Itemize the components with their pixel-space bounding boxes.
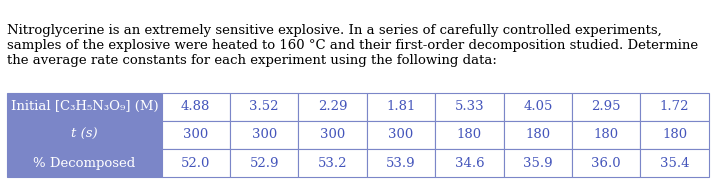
Text: 52.9: 52.9 [249, 157, 279, 170]
Bar [435, 93, 503, 121]
Text: 2.29: 2.29 [318, 100, 347, 113]
Bar [640, 149, 709, 177]
Text: 1.72: 1.72 [660, 100, 690, 113]
Text: 2.95: 2.95 [591, 100, 621, 113]
Bar [503, 93, 572, 121]
Text: 180: 180 [526, 128, 551, 141]
Text: 4.88: 4.88 [181, 100, 211, 113]
Bar [7, 93, 162, 121]
Text: 180: 180 [457, 128, 482, 141]
Bar [162, 149, 230, 177]
Bar [572, 93, 640, 121]
Text: 3.52: 3.52 [249, 100, 279, 113]
Text: 1.81: 1.81 [387, 100, 416, 113]
Bar [299, 93, 367, 121]
Text: 53.9: 53.9 [386, 157, 416, 170]
Bar [435, 149, 503, 177]
Bar [572, 149, 640, 177]
Text: 35.9: 35.9 [523, 157, 553, 170]
Bar [503, 149, 572, 177]
Text: 300: 300 [320, 128, 345, 141]
Text: 5.33: 5.33 [455, 100, 484, 113]
Bar [162, 93, 230, 121]
Text: 180: 180 [594, 128, 619, 141]
Text: 53.2: 53.2 [318, 157, 347, 170]
Text: 300: 300 [388, 128, 414, 141]
Text: t (s): t (s) [71, 128, 97, 141]
Text: Nitroglycerine is an extremely sensitive explosive. In a series of carefully con: Nitroglycerine is an extremely sensitive… [7, 24, 698, 67]
Bar [7, 149, 162, 177]
Bar [503, 121, 572, 149]
Bar [640, 121, 709, 149]
Bar [435, 121, 503, 149]
Text: 180: 180 [662, 128, 687, 141]
Bar [367, 121, 435, 149]
Bar [572, 121, 640, 149]
Bar [367, 149, 435, 177]
Text: 4.05: 4.05 [523, 100, 553, 113]
Text: Initial [C₃H₅N₃O₉] (M): Initial [C₃H₅N₃O₉] (M) [11, 100, 158, 113]
Bar [640, 93, 709, 121]
Bar [299, 149, 367, 177]
Text: 300: 300 [251, 128, 277, 141]
Bar [7, 121, 162, 149]
Bar [230, 149, 299, 177]
Text: 300: 300 [183, 128, 208, 141]
Text: % Decomposed: % Decomposed [33, 157, 135, 170]
Text: 35.4: 35.4 [660, 157, 690, 170]
Bar [230, 121, 299, 149]
Bar [367, 93, 435, 121]
Bar [162, 121, 230, 149]
Bar [230, 93, 299, 121]
Bar [299, 121, 367, 149]
Text: 52.0: 52.0 [181, 157, 211, 170]
Text: 36.0: 36.0 [591, 157, 621, 170]
Text: 34.6: 34.6 [455, 157, 484, 170]
